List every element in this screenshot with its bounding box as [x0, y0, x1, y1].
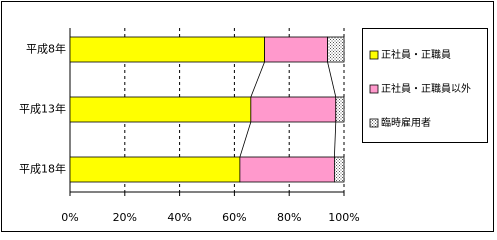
- legend-swatch: [369, 84, 379, 94]
- x-tick-label: 100%: [328, 211, 359, 224]
- legend-swatch: [369, 50, 379, 60]
- bar-segment: [69, 96, 252, 123]
- x-tick-label: 20%: [113, 211, 137, 224]
- series-line: [250, 61, 265, 98]
- y-tick-label: 平成13年: [19, 102, 66, 116]
- bar-segment: [69, 36, 265, 63]
- bar-segment: [239, 156, 335, 183]
- legend-label: 臨時雇用者: [381, 116, 431, 129]
- series-line: [239, 121, 252, 158]
- legend-label: 正社員・正職員: [381, 48, 451, 61]
- y-tick-label: 平成18年: [19, 162, 66, 176]
- bar-segment: [264, 36, 328, 63]
- bar-segment: [327, 36, 345, 63]
- series-line: [334, 121, 337, 158]
- bar-segment: [69, 156, 241, 183]
- bar-segment: [334, 156, 345, 183]
- x-tick-label: 60%: [222, 211, 246, 224]
- legend-swatch: [369, 118, 379, 128]
- y-tick-label: 平成8年: [26, 42, 66, 56]
- legend-box: [362, 28, 488, 143]
- bar-segment: [250, 96, 337, 123]
- x-tick-label: 80%: [277, 211, 301, 224]
- x-tick-label: 40%: [167, 211, 191, 224]
- legend-label: 正社員・正職員以外: [381, 82, 471, 95]
- x-tick-label: 0%: [61, 211, 78, 224]
- series-line: [327, 61, 337, 98]
- bar-segment: [335, 96, 345, 123]
